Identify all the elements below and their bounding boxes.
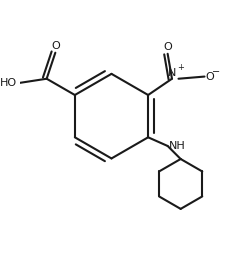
Text: O: O xyxy=(206,72,214,82)
Text: HO: HO xyxy=(0,78,17,88)
Text: N: N xyxy=(168,68,176,78)
Text: +: + xyxy=(177,63,184,72)
Text: NH: NH xyxy=(169,141,185,151)
Text: O: O xyxy=(163,42,172,52)
Text: −: − xyxy=(212,67,221,77)
Text: O: O xyxy=(51,41,60,51)
